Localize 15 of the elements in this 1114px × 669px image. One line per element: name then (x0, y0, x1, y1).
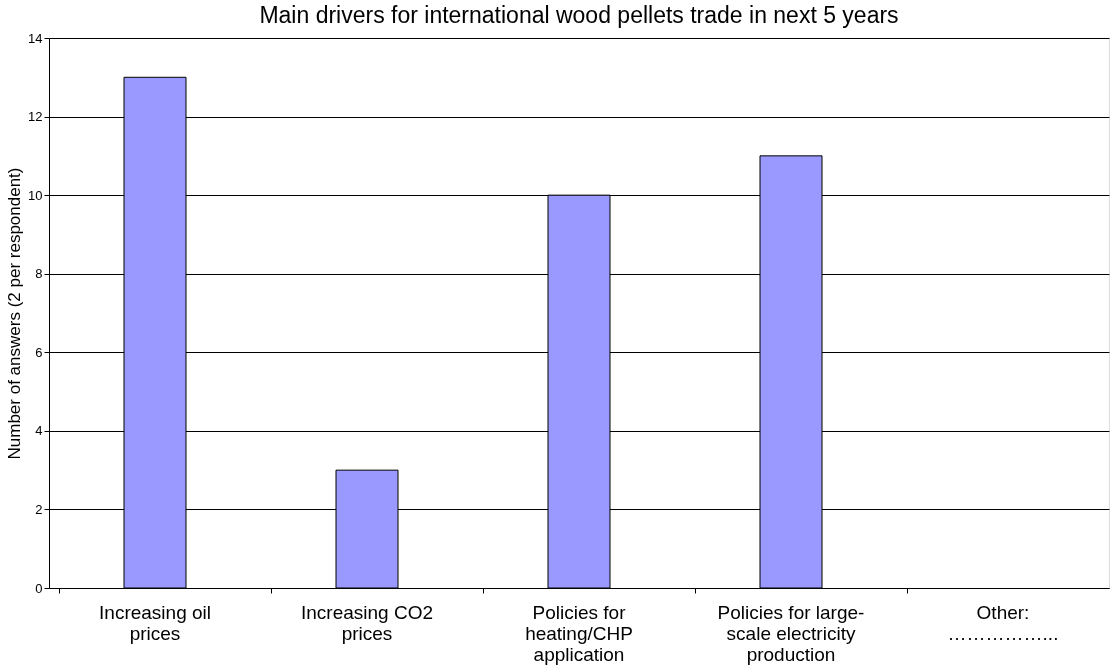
y-tick-label: 4 (35, 423, 43, 439)
y-axis-title: Number of answers (2 per respondent) (5, 167, 25, 460)
x-tick-label: Other: ……………... (947, 601, 1059, 644)
y-tick-label: 6 (35, 344, 43, 360)
y-tick-label: 8 (35, 266, 43, 282)
y-tick-label: 0 (35, 580, 43, 596)
x-tick-label: Increasing CO2 prices (300, 601, 434, 644)
chart-title: Main drivers for international wood pellets trade in next 5 years (259, 2, 899, 28)
x-tick-label: Policies for large-scale electricity production (717, 601, 865, 665)
y-tick-label: 10 (28, 187, 43, 203)
x-tick-label: Policies for heating/CHP application (525, 601, 633, 665)
y-tick-label: 2 (35, 501, 43, 517)
y-tick-label: 12 (28, 109, 43, 125)
y-tick-label: 14 (28, 30, 43, 46)
x-tick-label: Increasing oil prices (99, 601, 211, 644)
